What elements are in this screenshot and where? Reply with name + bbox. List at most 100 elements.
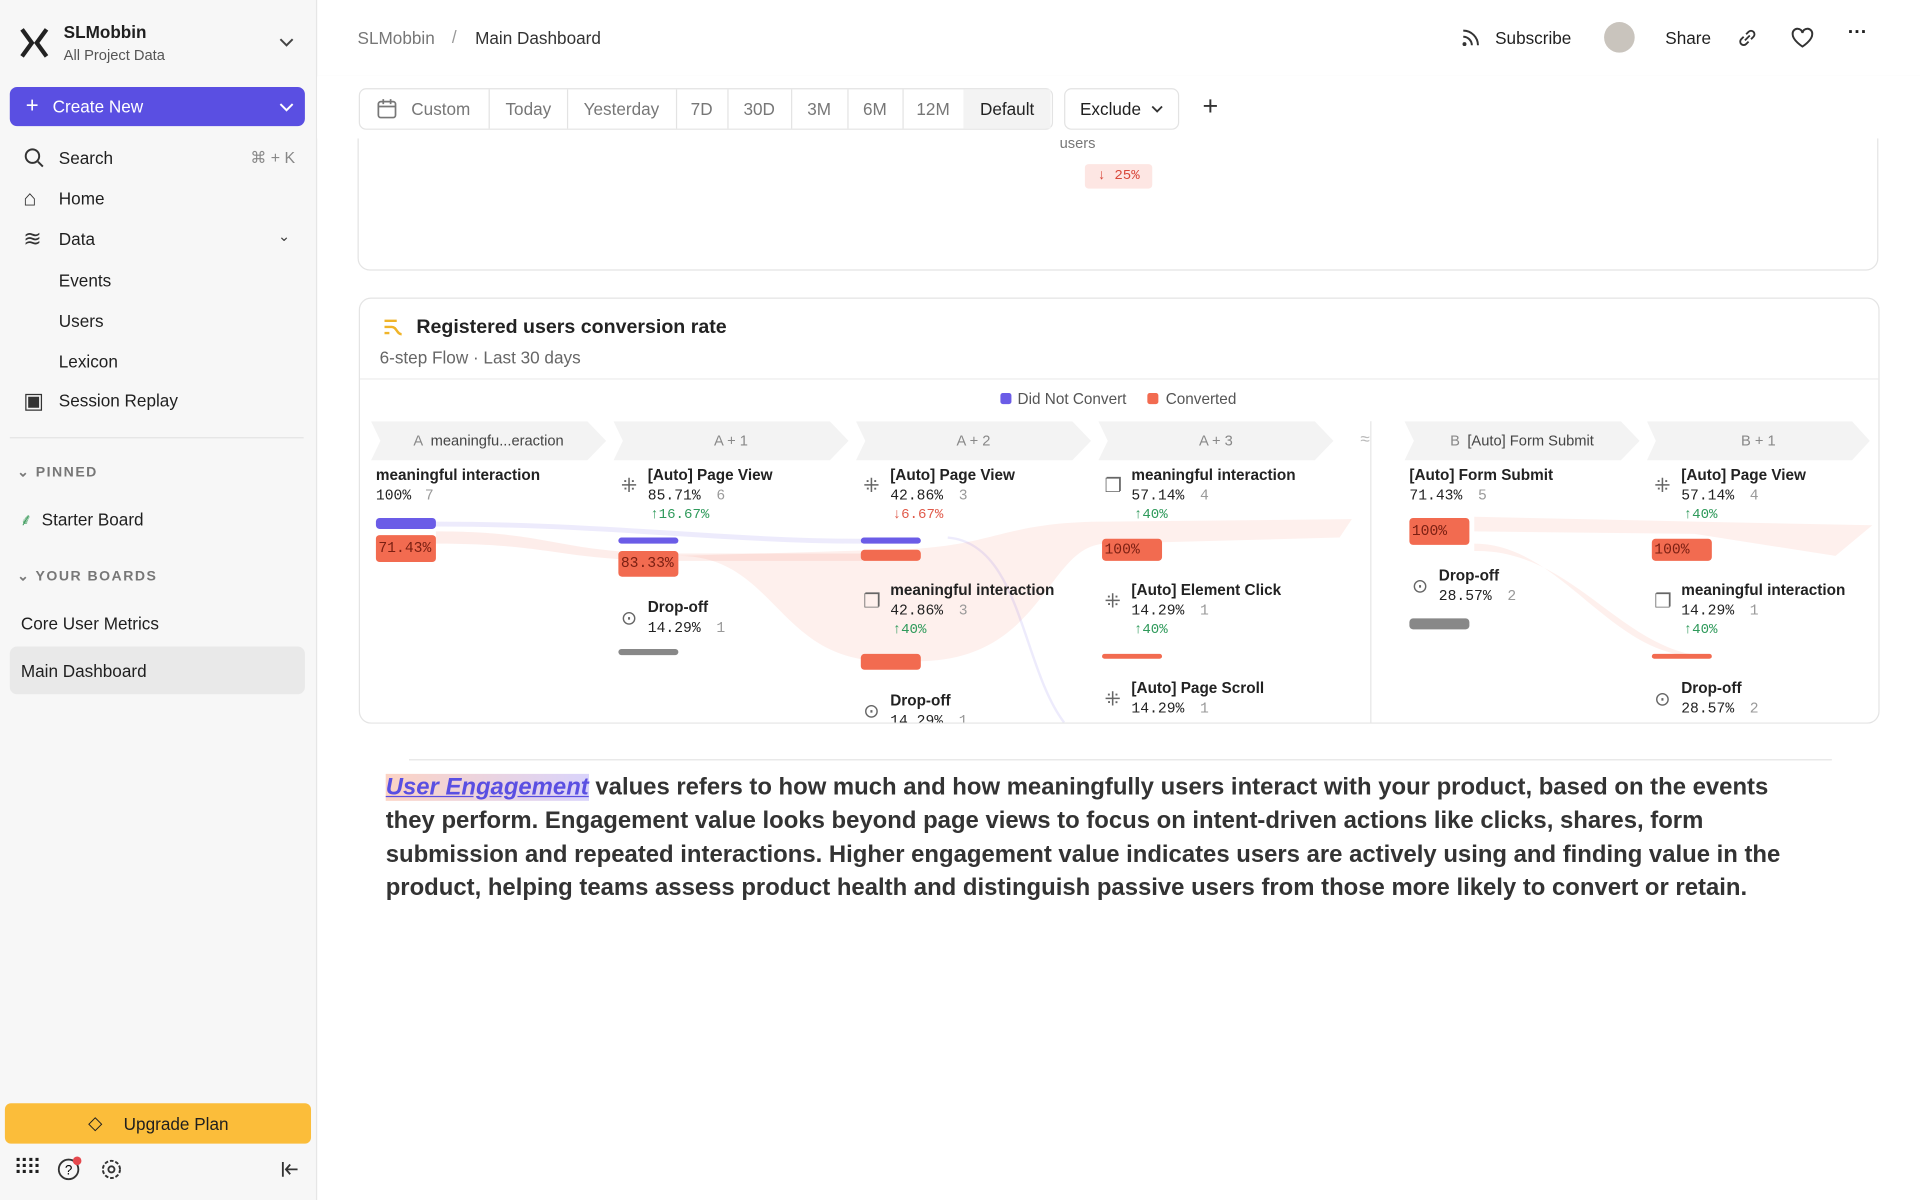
event-name[interactable]: [Auto] Page View [1681, 466, 1806, 484]
change-badge: ↓ 25% [1084, 164, 1153, 189]
event-icon: ❐ [1104, 476, 1123, 498]
flow-bar [1651, 653, 1712, 659]
board-active[interactable] [9, 646, 305, 695]
event-name[interactable]: Drop-off [1438, 566, 1500, 585]
more-icon[interactable]: ··· [1847, 22, 1868, 43]
event-pct: 28.57% [1438, 587, 1492, 605]
event-name[interactable]: Drop-off [647, 598, 709, 616]
range-option[interactable]: Default [963, 89, 1051, 129]
boards-title[interactable]: ⌄ YOUR BOARDS [17, 569, 158, 585]
range-option[interactable]: Custom [359, 89, 490, 129]
avatar[interactable] [1604, 22, 1635, 53]
range-option[interactable]: Yesterday [567, 89, 678, 129]
flow-icon [384, 319, 402, 336]
section-divider [1370, 421, 1372, 723]
event-icon: ❐ [1654, 591, 1672, 613]
flow-bar [860, 653, 921, 670]
event-pct: 14.29% [1131, 700, 1185, 718]
search[interactable]: Search [58, 148, 114, 168]
link-icon[interactable] [1736, 27, 1758, 49]
event-pct: 85.71% [647, 487, 701, 505]
flow-bar: 100% [1102, 538, 1163, 561]
event-pct: 57.14% [1131, 487, 1185, 505]
event-count: 1 [1200, 700, 1209, 718]
upgrade-button[interactable]: ◇ Upgrade Plan [4, 1103, 312, 1144]
apps-icon[interactable]: ⠿⠿ [13, 1155, 41, 1180]
legend-swatch [1000, 393, 1012, 405]
event-icon: ⊙ [620, 608, 638, 630]
event-pct: 14.29% [647, 619, 701, 637]
breadcrumb[interactable]: SLMobbin [357, 28, 435, 48]
flow-title: Registered users conversion rate [416, 317, 727, 338]
board-item[interactable]: Main Dashboard [20, 661, 147, 681]
pinned-item[interactable]: Starter Board [41, 509, 144, 529]
event-count: 2 [1749, 700, 1759, 718]
flow-bar [1102, 653, 1163, 659]
content: users ↓ 25% [317, 138, 1920, 1200]
legend-label[interactable]: Converted [1165, 390, 1237, 408]
create-new-button[interactable]: + Create New [9, 86, 305, 127]
heart-icon[interactable] [1790, 27, 1814, 49]
event-name[interactable]: meaningful interaction [1681, 581, 1846, 599]
event-name[interactable]: meaningful interaction [1131, 466, 1296, 484]
help-icon[interactable]: ? [56, 1156, 83, 1183]
event-icon: ⁜ [1654, 476, 1671, 498]
note-text: values refers to how much and how meanin… [385, 773, 1781, 902]
event-count: 1 [716, 619, 726, 637]
event-name[interactable]: [Auto] Page View [647, 466, 773, 484]
event-name[interactable]: meaningful interaction [890, 581, 1055, 599]
event-name[interactable]: [Auto] Page View [890, 466, 1015, 484]
event-name[interactable]: Drop-off [890, 691, 951, 709]
chevron[interactable] [279, 38, 294, 48]
nav-item[interactable]: Lexicon [58, 351, 118, 372]
event-icon: ⊙ [863, 701, 880, 723]
range-option[interactable]: Today [490, 89, 569, 129]
event-pct: 14.29% [1681, 602, 1735, 620]
nav-item[interactable]: Data [58, 228, 95, 249]
settings-icon[interactable] [99, 1157, 123, 1181]
event-change: ↑40% [892, 622, 927, 638]
event-pct: 57.14% [1681, 487, 1735, 505]
nav-item[interactable]: Home [58, 188, 105, 209]
note-link[interactable]: User Engagement [385, 773, 589, 801]
workspace-name[interactable]: SLMobbin [63, 22, 147, 42]
legend-label[interactable]: Did Not Convert [1017, 390, 1127, 408]
flow-bar [1409, 618, 1470, 630]
add-button[interactable]: + [1202, 90, 1219, 122]
calendar-icon [377, 99, 397, 119]
board-item[interactable]: Core User Metrics [20, 613, 159, 634]
event-pct: 14.29% [1131, 602, 1185, 620]
event-name[interactable]: [Auto] Page Scroll [1131, 679, 1265, 697]
exclude-button[interactable]: Exclude [1064, 88, 1180, 130]
event-name[interactable]: [Auto] Form Submit [1409, 466, 1554, 484]
nav-icon: ≋ [23, 226, 42, 252]
collapse-icon[interactable] [280, 1161, 300, 1178]
range-option[interactable]: 12M [902, 89, 965, 129]
share[interactable]: Share [1665, 28, 1712, 48]
event-name[interactable]: [Auto] Element Click [1131, 581, 1282, 599]
nav-item[interactable]: Events [58, 270, 112, 291]
pinned-title[interactable]: ⌄ PINNED [17, 465, 98, 481]
range-option[interactable]: 7D [676, 89, 729, 129]
event-name[interactable]: meaningful interaction [375, 466, 541, 484]
event-name[interactable]: Drop-off [1681, 679, 1742, 697]
range-option[interactable]: 30D [727, 89, 793, 129]
event-count: 3 [958, 487, 968, 505]
range-group [358, 88, 1054, 130]
flow-bar [618, 537, 679, 544]
nav-item[interactable]: Session Replay [58, 390, 178, 411]
event-icon: ❐ [863, 591, 881, 613]
range-option[interactable]: 3M [791, 89, 849, 129]
create-new-label: Create New [52, 96, 144, 117]
svg-text:?: ? [65, 1162, 72, 1177]
chevron [1151, 105, 1163, 113]
step-label: A + 1 [714, 432, 748, 450]
flow-card: Registered users conversion rate 6-step … [358, 297, 1880, 724]
workspace-subtitle: All Project Data [63, 46, 165, 64]
step-label: A + 2 [956, 432, 991, 450]
step-name: [Auto] Form Submit [1467, 432, 1594, 450]
subscribe[interactable]: Subscribe [1495, 28, 1572, 48]
range-option[interactable]: 6M [847, 89, 904, 129]
nav-item[interactable]: Users [58, 311, 104, 331]
